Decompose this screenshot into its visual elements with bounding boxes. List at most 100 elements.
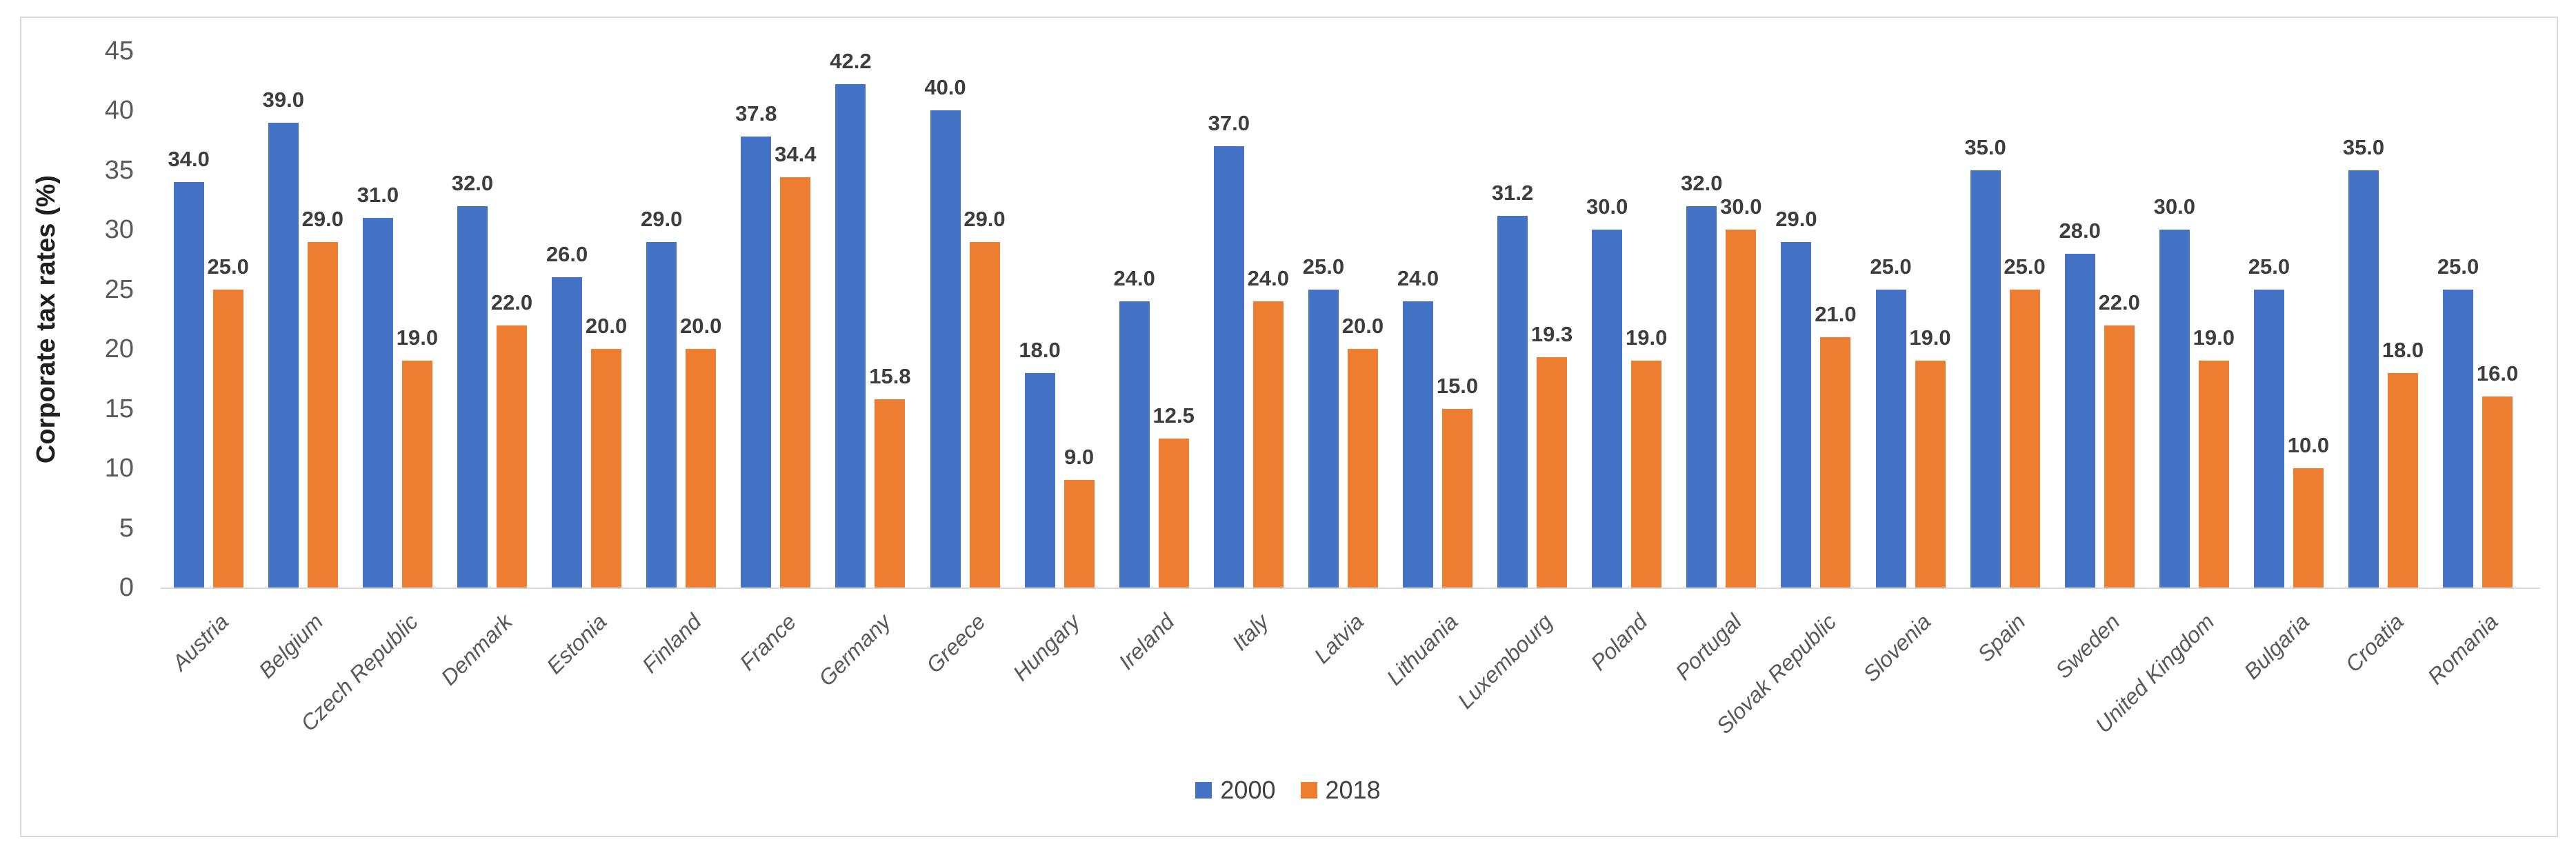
bar-2000-belgium xyxy=(268,122,299,588)
y-tick-20: 20 xyxy=(104,334,134,364)
data-label-2000-austria: 34.0 xyxy=(168,147,210,172)
data-label-2000-ireland: 24.0 xyxy=(1113,266,1155,291)
bar-2000-greece xyxy=(930,110,961,588)
data-label-2018-estonia: 20.0 xyxy=(585,314,628,339)
data-label-2000-poland: 30.0 xyxy=(1586,194,1628,219)
data-label-2018-italy: 24.0 xyxy=(1247,266,1289,291)
bar-2000-hungary xyxy=(1024,372,1055,588)
data-label-2018-sweden: 22.0 xyxy=(2098,290,2140,314)
data-label-2018-luxembourg: 19.3 xyxy=(1530,322,1573,347)
bar-2018-finland xyxy=(686,349,717,588)
y-tick-10: 10 xyxy=(104,454,134,483)
data-label-2000-bulgaria: 25.0 xyxy=(2248,254,2290,279)
data-label-2018-latvia: 20.0 xyxy=(1341,314,1384,339)
bar-2000-italy xyxy=(1213,146,1244,588)
bar-2000-sweden xyxy=(2064,253,2095,588)
bar-2018-hungary xyxy=(1064,480,1095,588)
data-label-2000-estonia: 26.0 xyxy=(546,242,588,267)
bar-2018-poland xyxy=(1631,361,1662,588)
bar-2018-latvia xyxy=(1347,349,1378,588)
bar-2000-denmark xyxy=(457,205,488,588)
bar-2018-slovak-republic xyxy=(1820,337,1851,588)
data-label-2018-finland: 20.0 xyxy=(680,314,722,339)
data-label-2000-croatia: 35.0 xyxy=(2342,134,2385,159)
data-label-2018-spain: 25.0 xyxy=(2004,254,2046,279)
data-label-2000-france: 37.8 xyxy=(735,101,777,126)
y-tick-40: 40 xyxy=(104,96,134,126)
bar-2000-austria xyxy=(173,182,204,588)
data-label-2000-lithuania: 24.0 xyxy=(1397,266,1439,291)
bar-2018-germany xyxy=(875,399,906,588)
data-label-2018-bulgaria: 10.0 xyxy=(2287,433,2330,458)
y-tick-35: 35 xyxy=(104,155,134,185)
data-label-2000-sweden: 28.0 xyxy=(2059,218,2101,243)
data-label-2000-denmark: 32.0 xyxy=(451,170,494,195)
bar-2018-italy xyxy=(1252,301,1284,588)
data-label-2018-ireland: 12.5 xyxy=(1152,403,1195,428)
bar-2000-united-kingdom xyxy=(2159,230,2190,588)
data-label-2018-lithuania: 15.0 xyxy=(1436,373,1479,398)
data-label-2018-hungary: 9.0 xyxy=(1064,445,1095,470)
legend-label-2018: 2018 xyxy=(1325,776,1381,804)
bar-2000-luxembourg xyxy=(1497,215,1528,588)
y-tick-15: 15 xyxy=(104,394,134,423)
bar-2000-france xyxy=(741,137,772,588)
data-label-2018-united-kingdom: 19.0 xyxy=(2193,325,2235,350)
bar-2000-croatia xyxy=(2348,170,2379,588)
data-label-2000-united-kingdom: 30.0 xyxy=(2153,194,2195,219)
y-tick-30: 30 xyxy=(104,215,134,245)
data-label-2018-croatia: 18.0 xyxy=(2382,337,2424,362)
bar-2000-slovak-republic xyxy=(1781,241,1812,588)
y-tick-0: 0 xyxy=(119,573,134,602)
legend-swatch-2000 xyxy=(1195,782,1212,799)
bar-2018-portugal xyxy=(1726,230,1757,588)
data-label-2000-greece: 40.0 xyxy=(924,75,966,100)
y-axis-title: Corporate tax rates (%) xyxy=(32,174,61,464)
bar-2018-greece xyxy=(969,241,1000,588)
bar-2018-lithuania xyxy=(1442,408,1472,588)
bar-2018-united-kingdom xyxy=(2198,361,2229,588)
data-label-2018-denmark: 22.0 xyxy=(490,290,533,314)
bar-2018-austria xyxy=(212,289,243,588)
data-label-2018-belgium: 29.0 xyxy=(301,206,343,231)
data-label-2000-germany: 42.2 xyxy=(830,49,872,74)
y-tick-25: 25 xyxy=(104,274,134,304)
data-label-2018-greece: 29.0 xyxy=(963,206,1006,231)
bar-2018-czech-republic xyxy=(401,361,432,588)
bar-2018-luxembourg xyxy=(1537,357,1568,588)
data-label-2000-slovenia: 25.0 xyxy=(1870,254,1912,279)
bar-2000-spain xyxy=(1970,170,2001,588)
data-label-2018-czech-republic: 19.0 xyxy=(396,325,439,350)
bar-2018-spain xyxy=(2009,289,2040,588)
bar-2018-romania xyxy=(2482,397,2513,588)
bar-2000-estonia xyxy=(552,277,583,588)
x-axis-line xyxy=(161,588,2540,589)
data-label-2018-slovenia: 19.0 xyxy=(1909,325,1951,350)
bar-2018-slovenia xyxy=(1915,361,1946,588)
data-label-2018-poland: 19.0 xyxy=(1626,325,1668,350)
data-label-2000-spain: 35.0 xyxy=(1964,134,2006,159)
bar-2000-latvia xyxy=(1308,289,1339,588)
bar-2000-bulgaria xyxy=(2253,289,2284,588)
bar-2000-czech-republic xyxy=(362,218,393,588)
bar-2000-romania xyxy=(2443,289,2474,588)
legend-label-2000: 2000 xyxy=(1220,776,1276,804)
data-label-2000-latvia: 25.0 xyxy=(1302,254,1345,279)
data-label-2000-hungary: 18.0 xyxy=(1019,337,1061,362)
data-label-2000-romania: 25.0 xyxy=(2437,254,2479,279)
data-label-2018-austria: 25.0 xyxy=(207,254,249,279)
legend-entry-2000: 2000 xyxy=(1195,775,1276,805)
bar-2018-bulgaria xyxy=(2293,468,2324,588)
bar-2000-lithuania xyxy=(1403,301,1433,588)
bar-2000-portugal xyxy=(1686,205,1717,588)
bar-2018-croatia xyxy=(2388,372,2418,588)
data-label-2000-portugal: 32.0 xyxy=(1681,170,1723,195)
data-label-2018-portugal: 30.0 xyxy=(1720,194,1762,219)
data-label-2000-luxembourg: 31.2 xyxy=(1491,180,1534,205)
data-label-2018-slovak-republic: 21.0 xyxy=(1815,301,1857,326)
bar-2018-denmark xyxy=(497,325,527,588)
data-label-2018-france: 34.4 xyxy=(775,142,817,167)
bar-2000-germany xyxy=(835,84,866,588)
y-tick-5: 5 xyxy=(119,513,134,543)
